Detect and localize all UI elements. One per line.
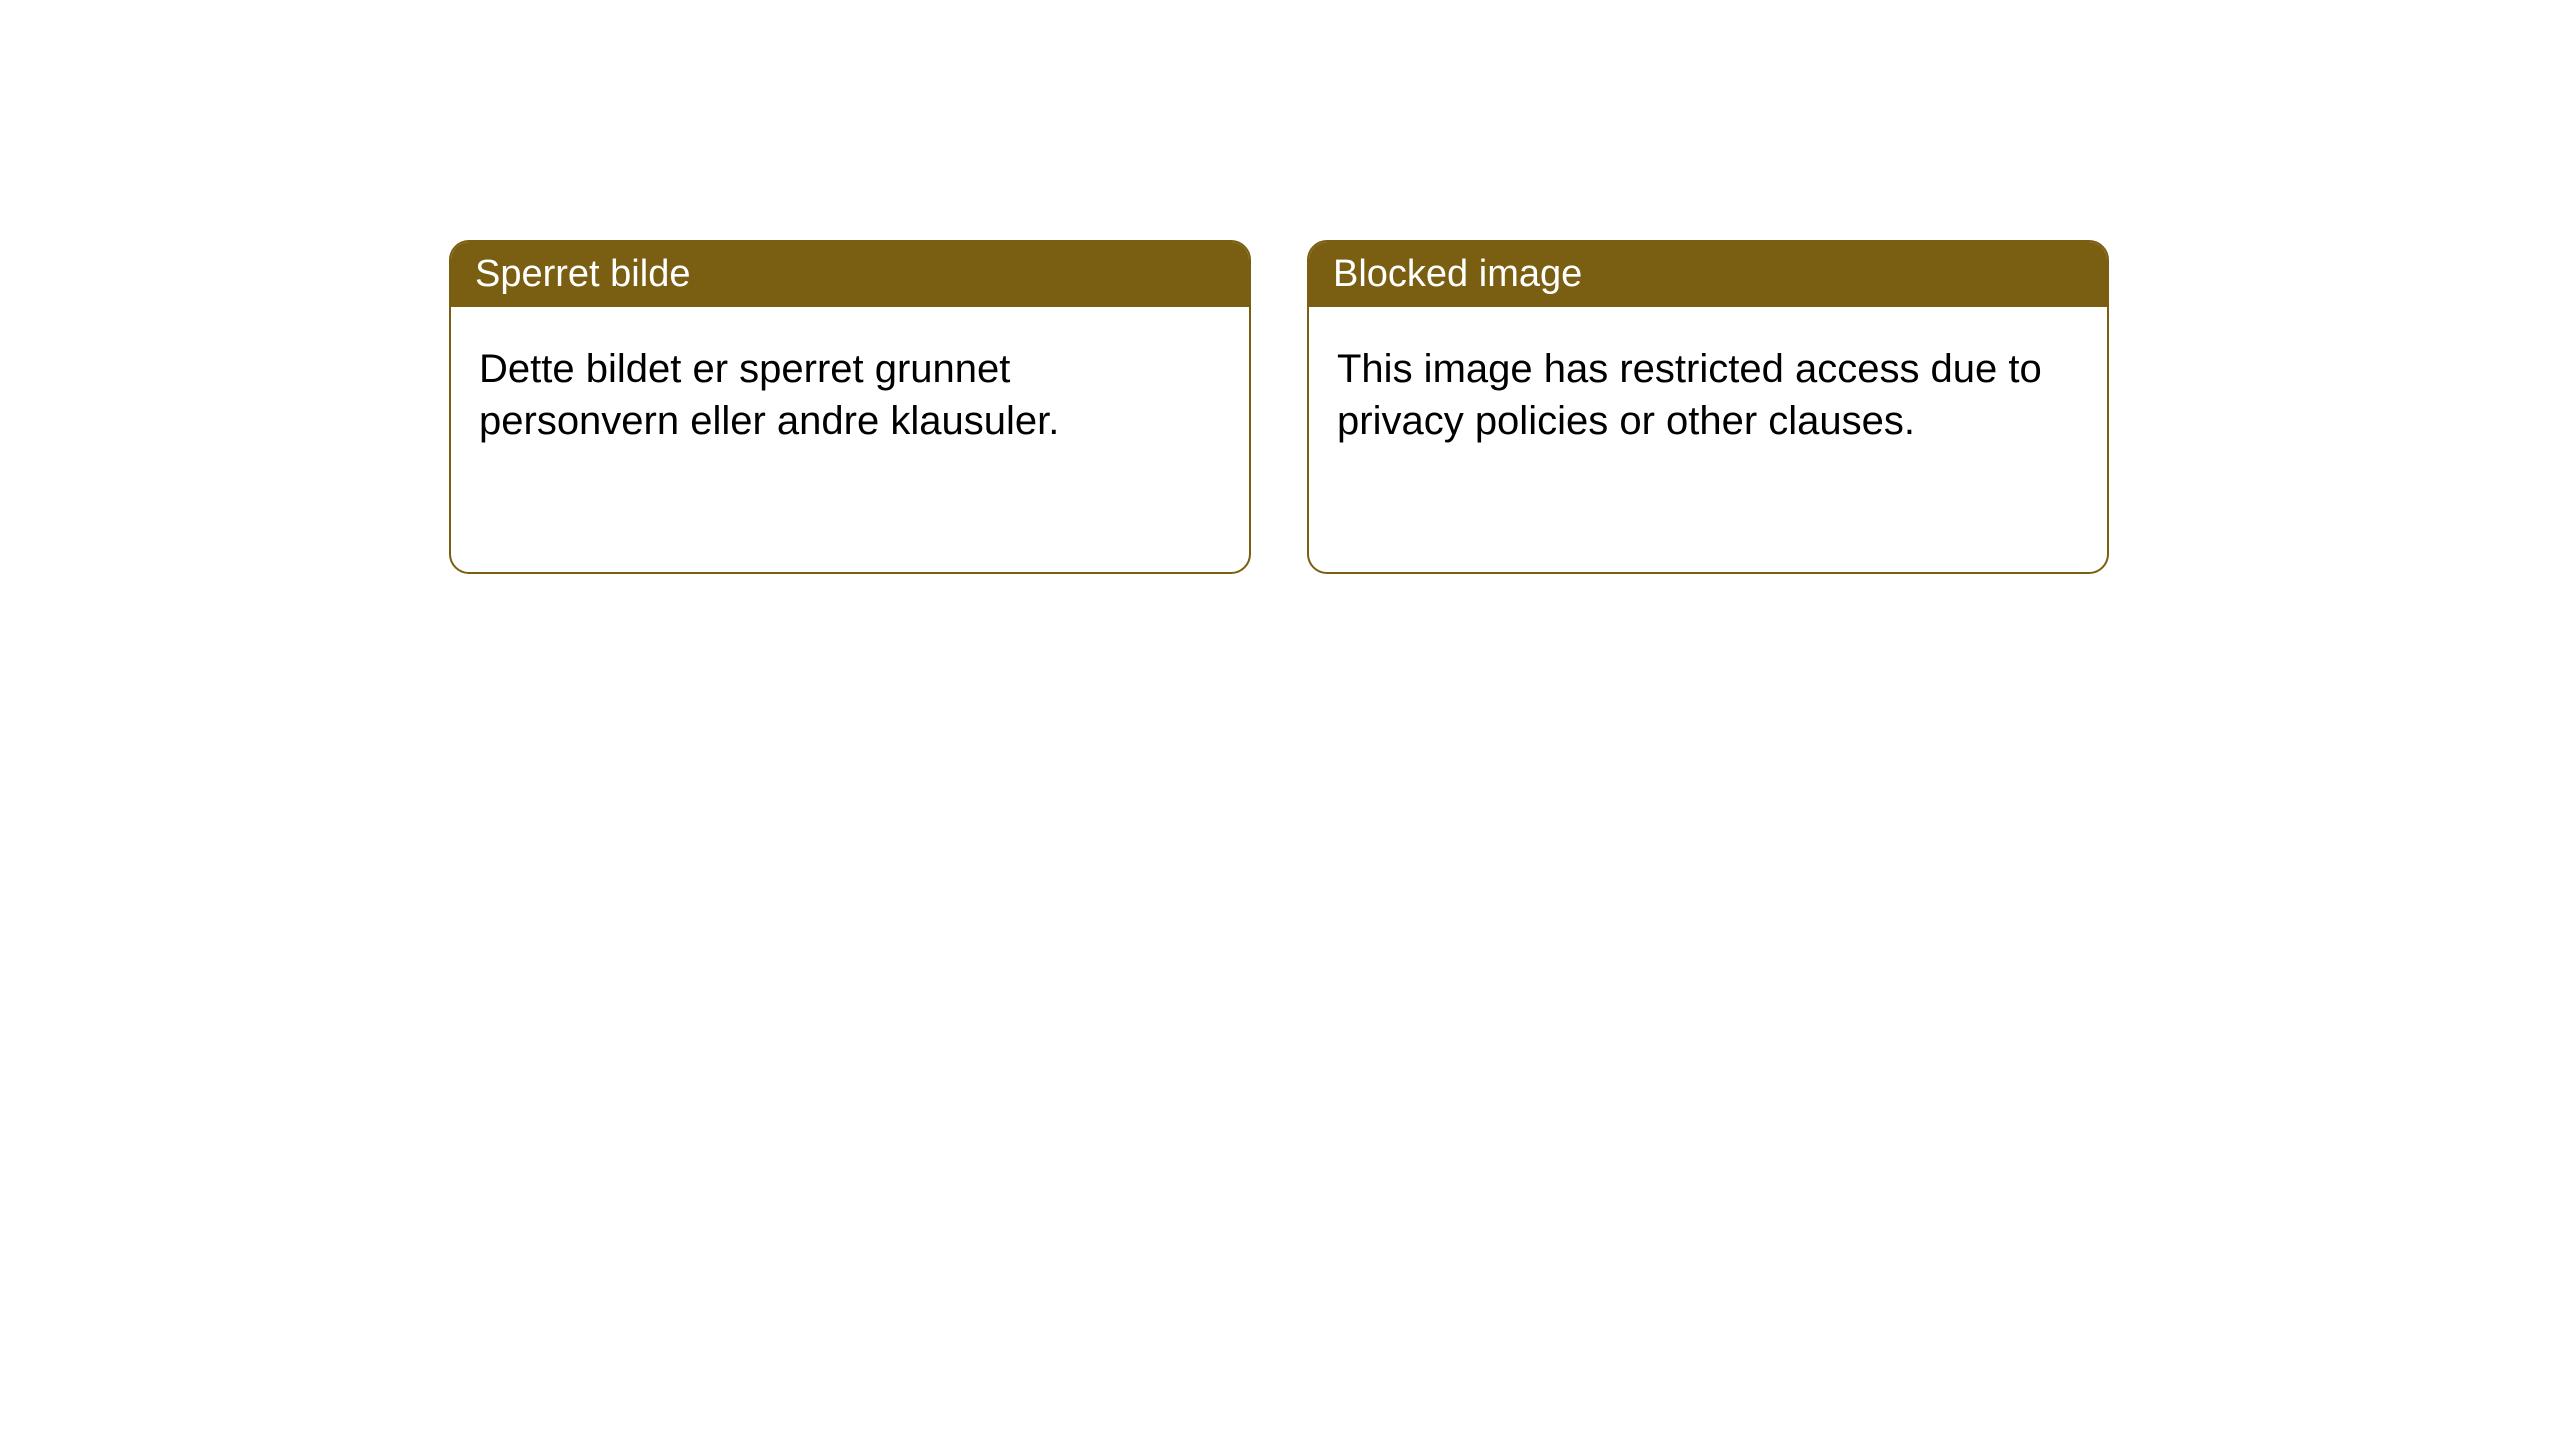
card-body-no: Dette bildet er sperret grunnet personve… [451, 307, 1249, 483]
blocked-image-card-en: Blocked image This image has restricted … [1307, 240, 2109, 574]
notice-container: Sperret bilde Dette bildet er sperret gr… [449, 240, 2109, 574]
card-header-no: Sperret bilde [451, 242, 1249, 307]
card-message-en: This image has restricted access due to … [1337, 347, 2042, 443]
card-title-en: Blocked image [1333, 253, 1582, 295]
card-message-no: Dette bildet er sperret grunnet personve… [479, 347, 1059, 443]
blocked-image-card-no: Sperret bilde Dette bildet er sperret gr… [449, 240, 1251, 574]
card-body-en: This image has restricted access due to … [1309, 307, 2107, 483]
card-title-no: Sperret bilde [475, 253, 690, 295]
card-header-en: Blocked image [1309, 242, 2107, 307]
